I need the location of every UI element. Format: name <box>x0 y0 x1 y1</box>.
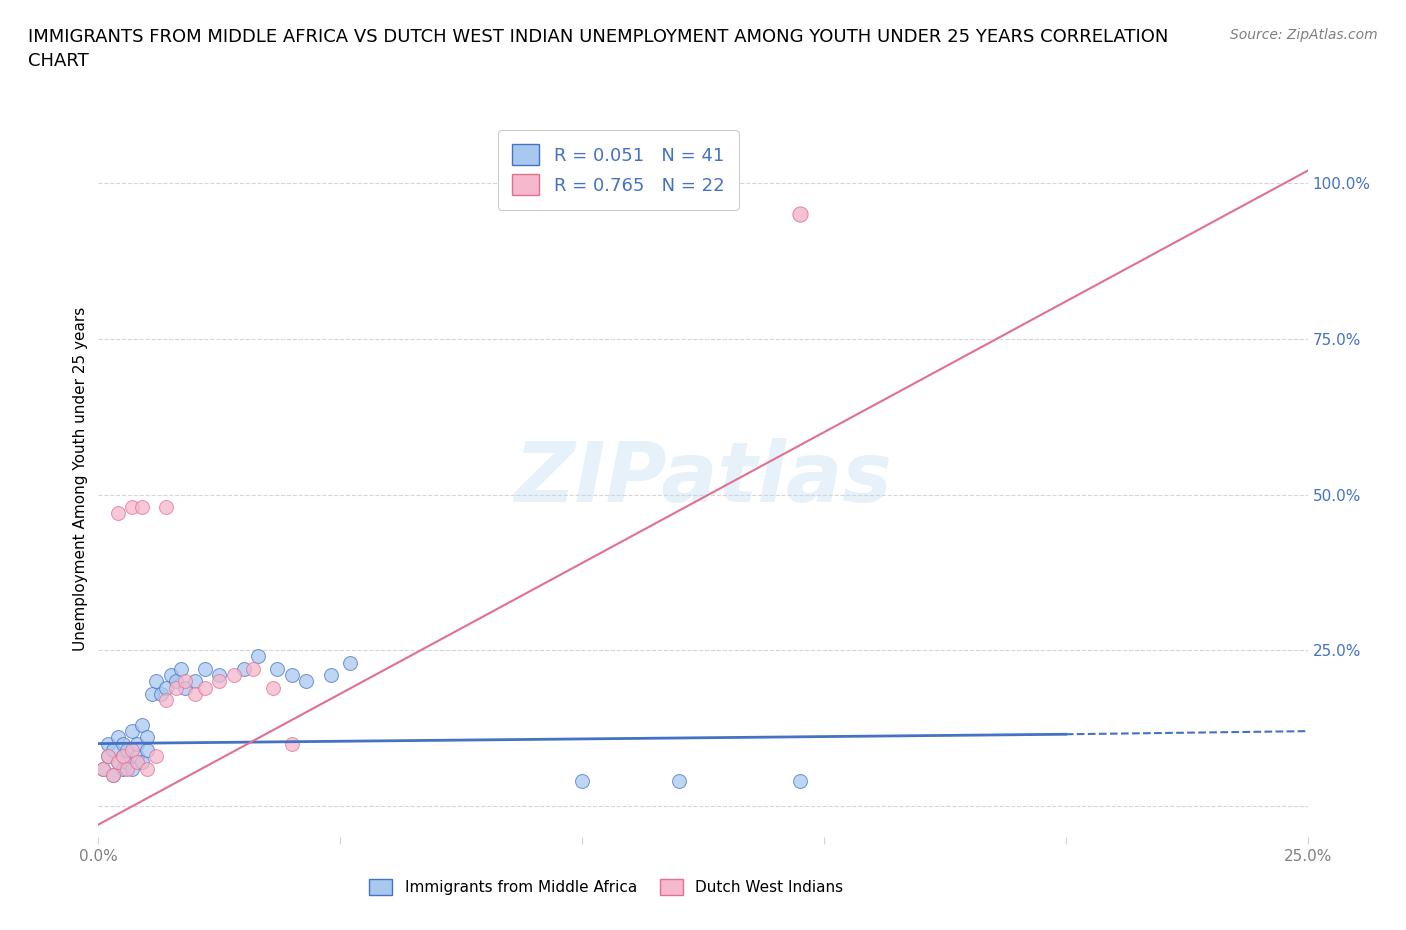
Point <box>150 686 173 701</box>
Point <box>247 649 270 664</box>
Point <box>174 680 197 695</box>
Point <box>232 661 254 676</box>
Text: IMMIGRANTS FROM MIDDLE AFRICA VS DUTCH WEST INDIAN UNEMPLOYMENT AMONG YOUTH UNDE: IMMIGRANTS FROM MIDDLE AFRICA VS DUTCH W… <box>28 28 1168 70</box>
Point <box>101 767 124 782</box>
Point <box>121 742 143 757</box>
Point <box>160 668 183 683</box>
Point <box>145 749 167 764</box>
Point <box>266 661 288 676</box>
Point <box>107 506 129 521</box>
Point <box>107 755 129 770</box>
Point <box>571 774 593 789</box>
Point <box>135 742 157 757</box>
Point <box>165 680 187 695</box>
Point <box>131 717 153 732</box>
Point <box>155 499 177 514</box>
Point <box>111 749 134 764</box>
Point <box>319 668 342 683</box>
Point <box>281 737 304 751</box>
Point <box>111 761 134 776</box>
Point <box>135 761 157 776</box>
Point <box>117 761 139 776</box>
Text: ZIPatlas: ZIPatlas <box>515 438 891 520</box>
Point <box>222 668 245 683</box>
Point <box>91 761 114 776</box>
Point <box>111 749 134 764</box>
Point <box>208 674 231 689</box>
Point <box>101 742 124 757</box>
Point <box>121 761 143 776</box>
Point <box>107 755 129 770</box>
Point <box>131 499 153 514</box>
Point <box>194 661 217 676</box>
Y-axis label: Unemployment Among Youth under 25 years: Unemployment Among Youth under 25 years <box>73 307 89 651</box>
Point <box>208 668 231 683</box>
Point <box>281 668 304 683</box>
Point <box>194 680 217 695</box>
Point <box>101 767 124 782</box>
Point <box>127 755 149 770</box>
Point <box>131 755 153 770</box>
Point <box>169 661 191 676</box>
Point <box>141 686 163 701</box>
Point <box>262 680 284 695</box>
Point <box>121 724 143 738</box>
Point <box>97 749 120 764</box>
Point <box>184 686 207 701</box>
Point <box>242 661 264 676</box>
Point <box>668 774 690 789</box>
Point <box>295 674 318 689</box>
Point <box>155 680 177 695</box>
Text: Source: ZipAtlas.com: Source: ZipAtlas.com <box>1230 28 1378 42</box>
Point <box>174 674 197 689</box>
Point <box>97 737 120 751</box>
Point <box>339 656 361 671</box>
Point <box>91 761 114 776</box>
Point <box>155 693 177 708</box>
Point <box>111 737 134 751</box>
Point <box>127 737 149 751</box>
Point <box>121 499 143 514</box>
Legend: Immigrants from Middle Africa, Dutch West Indians: Immigrants from Middle Africa, Dutch Wes… <box>363 872 849 901</box>
Point <box>117 742 139 757</box>
Point <box>789 774 811 789</box>
Point <box>117 755 139 770</box>
Point <box>145 674 167 689</box>
Point <box>165 674 187 689</box>
Point <box>184 674 207 689</box>
Point <box>107 730 129 745</box>
Point <box>127 749 149 764</box>
Point <box>97 749 120 764</box>
Point <box>789 206 811 221</box>
Point <box>135 730 157 745</box>
